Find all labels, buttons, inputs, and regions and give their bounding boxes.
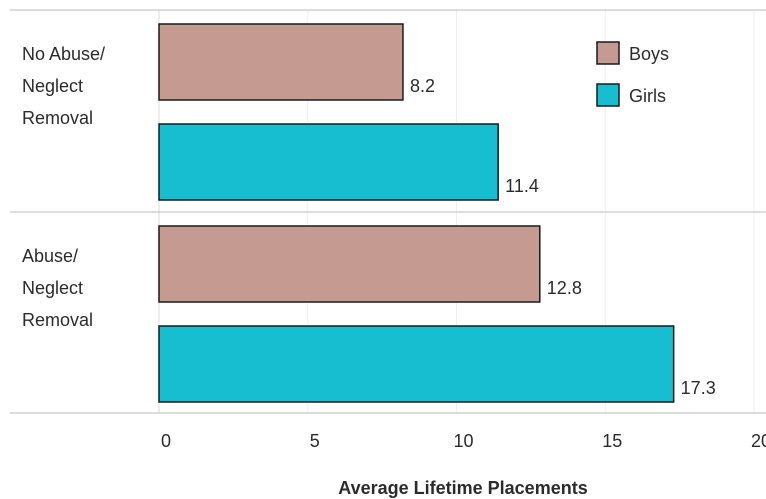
bars	[158, 23, 675, 403]
category-label-0: No Abuse/Neglect Removal	[22, 44, 105, 128]
data-label-girls-0: 11.4	[505, 176, 539, 196]
legend-label-girls: Girls	[629, 86, 666, 106]
category-labels: No Abuse/Neglect Removal Abuse/Neglect Remo…	[22, 44, 105, 330]
data-label-girls-1: 17.3	[681, 378, 716, 398]
legend-swatch-boys	[596, 41, 620, 65]
x-axis-ticks: 0 5 10 15 20	[161, 431, 766, 451]
x-tick-label-15: 15	[602, 431, 622, 451]
bar-boys-1	[158, 225, 541, 303]
legend-swatch-girls	[596, 83, 620, 107]
bar-girls-0	[158, 123, 499, 201]
gridlines	[10, 9, 766, 414]
x-tick-label-20: 20	[751, 431, 766, 451]
data-labels: 8.2 11.4 12.8 17.3	[410, 76, 716, 398]
legend-label-boys: Boys	[629, 44, 669, 64]
x-tick-label-10: 10	[453, 431, 473, 451]
legend: Boys Girls	[596, 41, 669, 107]
category-label-1: Abuse/Neglect Removal	[22, 246, 93, 330]
data-label-boys-1: 12.8	[547, 278, 582, 298]
bar-girls-1	[158, 325, 675, 403]
x-tick-label-5: 5	[310, 431, 320, 451]
data-label-boys-0: 8.2	[410, 76, 435, 96]
bar-boys-0	[158, 23, 404, 101]
x-tick-label-0: 0	[161, 431, 171, 451]
x-axis-title: Average Lifetime Placements	[338, 478, 587, 498]
